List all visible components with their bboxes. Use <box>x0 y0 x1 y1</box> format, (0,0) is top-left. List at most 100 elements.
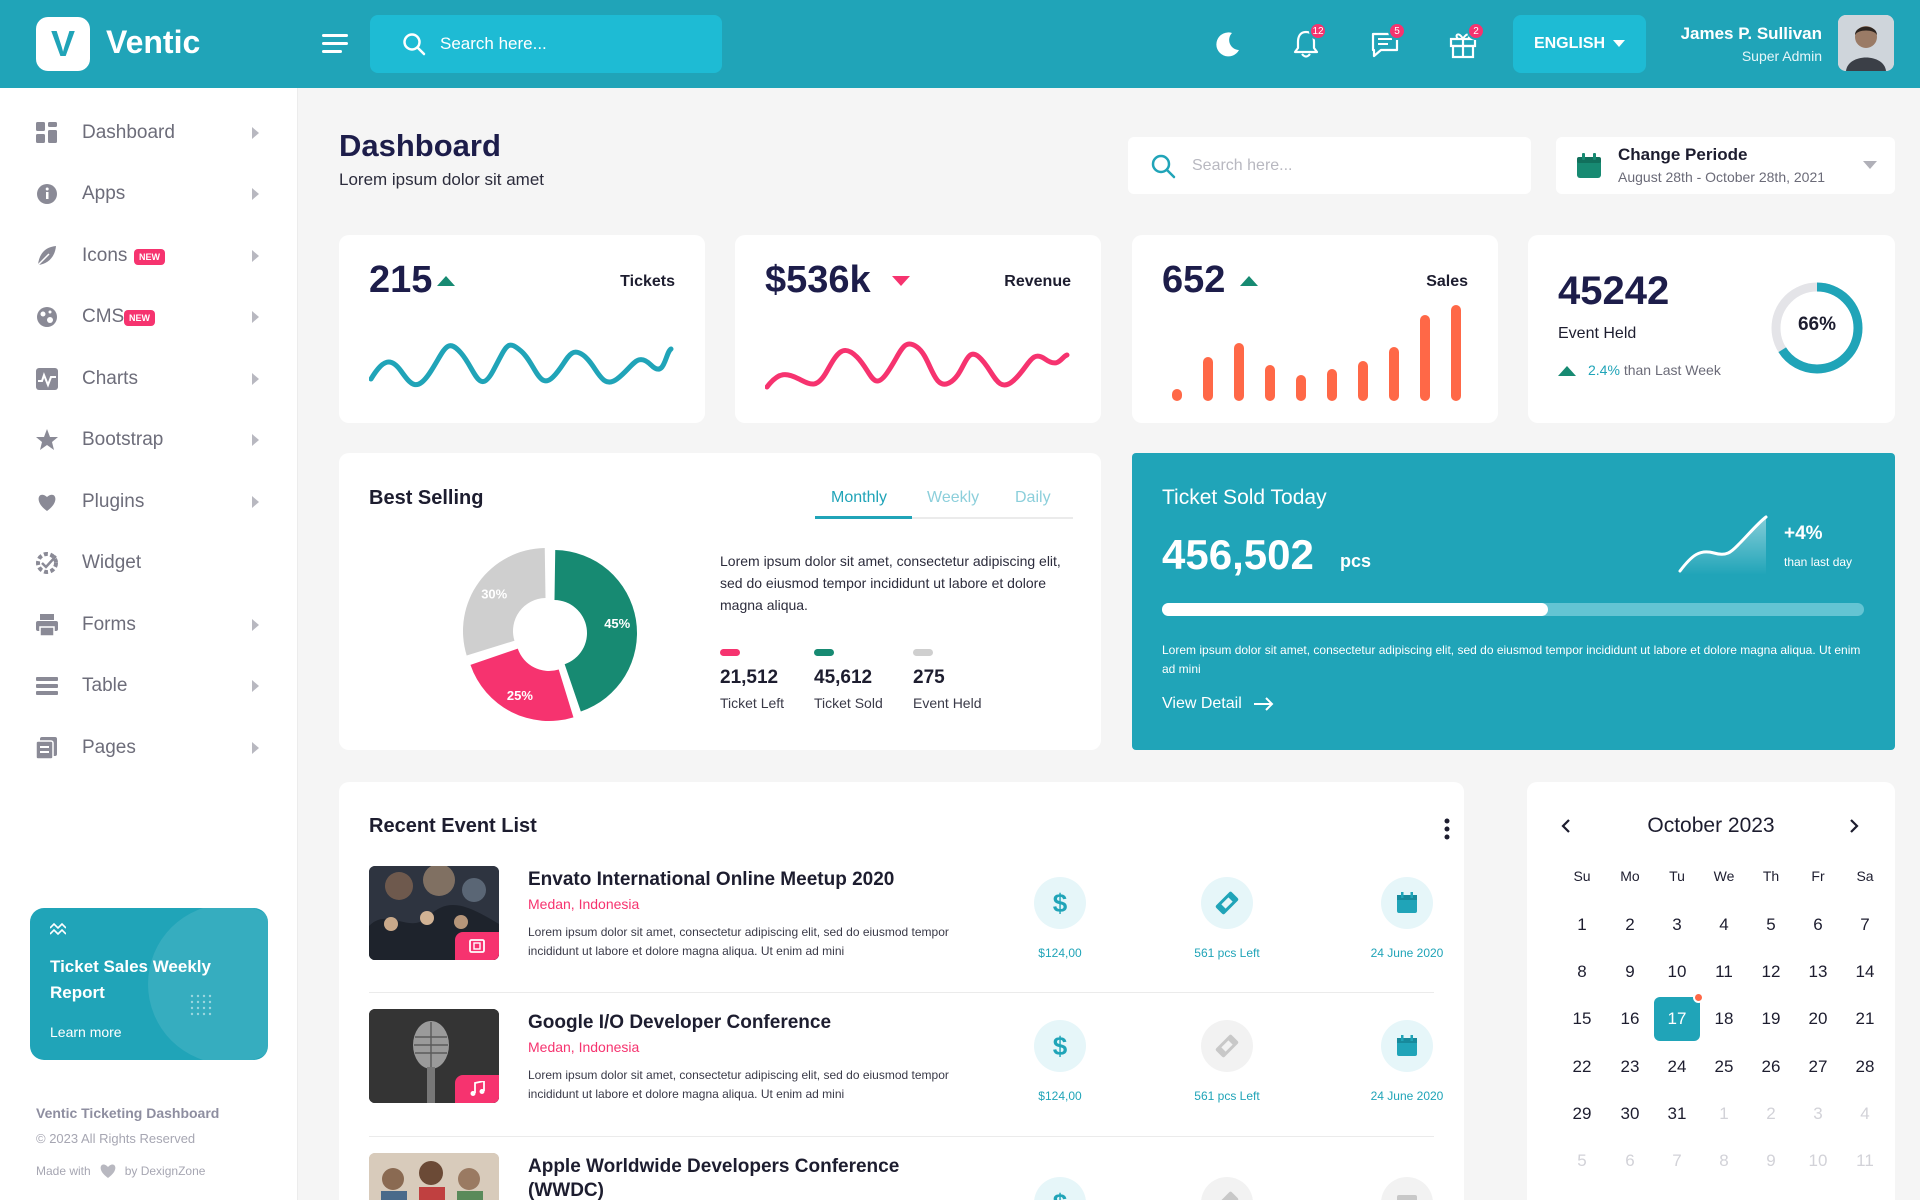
promo-learn-more-link[interactable]: Learn more <box>50 1024 122 1040</box>
calendar-day[interactable]: 6 <box>1813 915 1823 934</box>
event-held-percent: 66% <box>1797 314 1837 335</box>
chevron-left-icon[interactable] <box>1561 818 1571 834</box>
sidebar-item-widget[interactable]: Widget <box>0 532 298 593</box>
chevron-right-icon <box>252 126 259 139</box>
event-image[interactable] <box>369 1153 499 1200</box>
search-icon[interactable] <box>1150 153 1176 179</box>
calendar-day[interactable]: 7 <box>1860 915 1870 934</box>
calendar-day[interactable]: 8 <box>1577 962 1587 981</box>
calendar-day[interactable]: 5 <box>1766 915 1776 934</box>
pie-slice[interactable] <box>470 648 574 721</box>
calendar-day[interactable]: 3 <box>1672 915 1682 934</box>
best-selling-pie-chart: 45% 25% 30% <box>463 548 637 721</box>
trend-up-icon <box>1558 366 1576 376</box>
promo-title: Ticket Sales Weekly Report <box>50 957 211 1002</box>
stat-card-revenue[interactable]: $536k Revenue <box>735 235 1101 423</box>
ticket-sold-description: Lorem ipsum dolor sit amet, consectetur … <box>1162 643 1861 676</box>
calendar-weekday: Tu <box>1669 868 1685 884</box>
event-tickets-left: 561 pcs Left <box>1194 946 1260 960</box>
sparkline-chart <box>765 341 1070 390</box>
calendar-day[interactable]: 12 <box>1761 962 1781 981</box>
calendar-day[interactable]: 26 <box>1761 1057 1781 1076</box>
pie-slice[interactable] <box>463 548 546 656</box>
caret-down-icon <box>1613 40 1626 47</box>
language-select[interactable]: ENGLISH <box>1513 15 1646 73</box>
calendar-day[interactable]: 25 <box>1714 1057 1734 1076</box>
sidebar-item-apps[interactable]: Apps <box>0 163 298 224</box>
calendar-day[interactable]: 1 <box>1577 915 1587 934</box>
tab-monthly[interactable]: Monthly <box>831 489 888 506</box>
sidebar-item-icons[interactable]: Icons NEW <box>0 225 298 286</box>
trend-up-icon <box>437 276 455 286</box>
stat-label: Tickets <box>620 273 675 290</box>
calendar-day[interactable]: 11 <box>1715 962 1733 981</box>
sidebar-item-charts[interactable]: Charts <box>0 348 298 409</box>
stat-card-sales[interactable]: 652 Sales <box>1132 235 1498 423</box>
chevron-right-icon[interactable] <box>1849 818 1859 834</box>
sidebar-item-dashboard[interactable]: Dashboard <box>0 102 298 163</box>
calendar-day[interactable]: 27 <box>1808 1057 1828 1076</box>
sidebar-item-cms[interactable]: CMS NEW <box>0 286 298 347</box>
dark-mode-toggle-icon[interactable] <box>1212 28 1244 60</box>
calendar-day[interactable]: 2 <box>1625 915 1635 934</box>
avatar[interactable] <box>1838 15 1894 71</box>
gift-icon[interactable] <box>1447 28 1479 60</box>
calendar-day[interactable]: 19 <box>1761 1009 1781 1028</box>
calendar-day[interactable]: 18 <box>1714 1009 1734 1028</box>
more-options-icon[interactable] <box>1444 818 1450 840</box>
content-search-input[interactable] <box>1192 156 1512 175</box>
calendar-day[interactable]: 10 <box>1667 962 1687 981</box>
calendar-day[interactable]: 31 <box>1667 1104 1687 1123</box>
view-detail-link[interactable]: View Detail <box>1162 695 1274 713</box>
sidebar-item-pages[interactable]: Pages <box>0 717 298 778</box>
calendar-day[interactable]: 22 <box>1572 1057 1592 1076</box>
sidebar-item-label: Icons <box>82 244 128 266</box>
event-date-icon <box>1381 1020 1433 1072</box>
leaf-icon <box>37 245 56 266</box>
calendar-day[interactable]: 16 <box>1620 1009 1640 1028</box>
sidebar-item-plugins[interactable]: Plugins <box>0 471 298 532</box>
header-search-input[interactable] <box>440 34 700 54</box>
calendar-day[interactable]: 28 <box>1855 1057 1875 1076</box>
tab-daily[interactable]: Daily <box>1015 489 1051 506</box>
best-selling-description: Lorem ipsum dolor sit amet, consectetur … <box>720 553 1061 613</box>
event-title[interactable]: Envato International Online Meetup 2020 <box>528 869 895 890</box>
stat-card-tickets[interactable]: 215 Tickets <box>339 235 705 423</box>
calendar-day: 4 <box>1860 1104 1870 1123</box>
event-held-card[interactable]: 45242 Event Held 2.4% than Last Week 66% <box>1528 235 1895 423</box>
calendar-day[interactable]: 30 <box>1620 1104 1640 1123</box>
menu-toggle-icon[interactable] <box>322 31 350 57</box>
stat-value: 652 <box>1162 259 1226 301</box>
promo-card[interactable]: Ticket Sales Weekly Report Learn more <box>30 908 268 1060</box>
event-title[interactable]: Apple Worldwide Developers Conference (W… <box>528 1156 900 1200</box>
search-icon[interactable] <box>402 32 426 56</box>
calendar-day[interactable]: 20 <box>1808 1009 1828 1028</box>
calendar-day[interactable]: 29 <box>1572 1104 1592 1123</box>
sidebar-item-table[interactable]: Table <box>0 655 298 716</box>
sidebar-item-bootstrap[interactable]: Bootstrap <box>0 409 298 470</box>
calendar-day[interactable]: 9 <box>1625 962 1635 981</box>
ticket-sold-today-card: Ticket Sold Today 456,502 pcs +4% than l… <box>1132 453 1895 750</box>
event-image[interactable] <box>369 1009 499 1103</box>
tab-weekly[interactable]: Weekly <box>927 489 980 506</box>
calendar-day[interactable]: 23 <box>1620 1057 1640 1076</box>
event-image[interactable] <box>369 866 499 960</box>
sidebar-item-forms[interactable]: Forms <box>0 594 298 655</box>
trend-down-icon <box>892 276 910 286</box>
change-period-select[interactable]: Change Periode August 28th - October 28t… <box>1556 137 1895 194</box>
calendar-day[interactable]: 14 <box>1855 962 1875 981</box>
chevron-right-icon <box>252 433 259 446</box>
calendar-day[interactable]: 15 <box>1572 1009 1592 1028</box>
calendar-day: 5 <box>1577 1151 1587 1170</box>
calendar-day-selected[interactable]: 17 <box>1654 997 1700 1041</box>
calendar-day[interactable]: 24 <box>1667 1057 1687 1076</box>
chevron-right-icon <box>252 618 259 631</box>
calendar-day[interactable]: 21 <box>1855 1009 1875 1028</box>
calendar-day[interactable]: 13 <box>1808 962 1828 981</box>
pie-slice[interactable] <box>554 550 637 712</box>
brand-logo[interactable]: V <box>36 17 90 71</box>
ticket-icon <box>1215 1191 1239 1200</box>
calendar-day[interactable]: 4 <box>1719 915 1729 934</box>
event-title[interactable]: Google I/O Developer Conference <box>528 1012 832 1033</box>
page-subtitle: Lorem ipsum dolor sit amet <box>339 170 545 189</box>
